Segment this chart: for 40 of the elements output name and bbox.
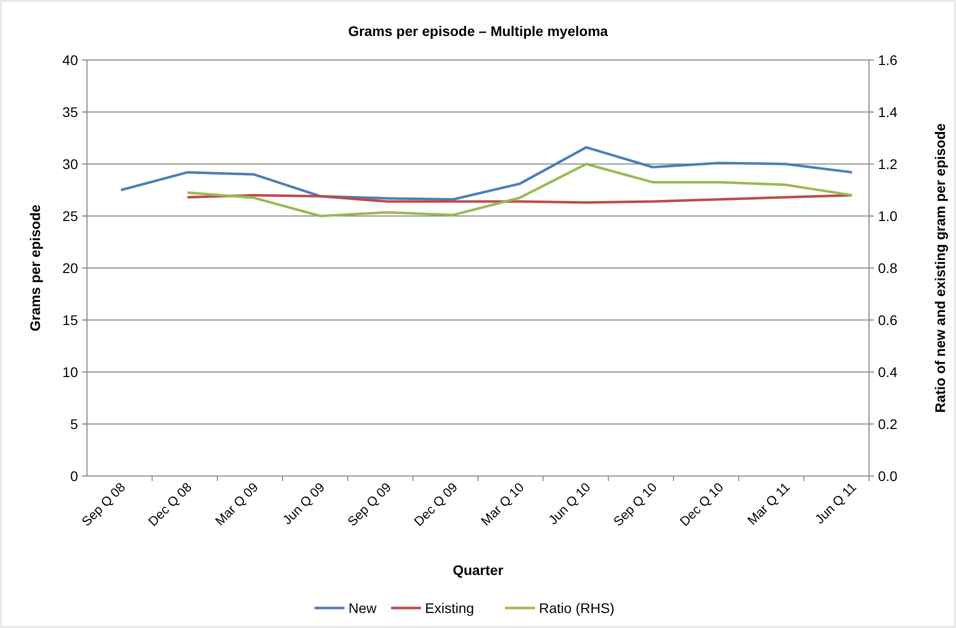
y-tick-label: 0 bbox=[70, 468, 78, 484]
legend-label: Ratio (RHS) bbox=[539, 600, 614, 616]
y-tick-label: 25 bbox=[62, 208, 78, 224]
line-series bbox=[120, 146, 854, 201]
legend-label: New bbox=[348, 600, 378, 616]
x-tick-label: Mar Q 11 bbox=[744, 480, 793, 528]
x-tick-label: Jun Q 10 bbox=[545, 480, 594, 528]
y2-tick-label: 1.4 bbox=[878, 104, 898, 120]
y2-tick-label: 0.2 bbox=[878, 416, 898, 432]
y2-tick-label: 0.0 bbox=[878, 468, 898, 484]
y-tick-label: 35 bbox=[62, 104, 78, 120]
line-series bbox=[186, 162, 854, 218]
chart-title: Grams per episode – Multiple myeloma bbox=[348, 23, 608, 39]
y-tick-label: 15 bbox=[62, 312, 78, 328]
y-tick-label: 30 bbox=[62, 156, 78, 172]
y-tick-label: 40 bbox=[62, 52, 78, 68]
y2-tick-label: 1.2 bbox=[878, 156, 898, 172]
x-tick-label: Mar Q 09 bbox=[212, 480, 262, 528]
x-tick-label: Dec Q 08 bbox=[145, 480, 195, 529]
y2-tick-label: 0.6 bbox=[878, 312, 898, 328]
y-tick-label: 10 bbox=[62, 364, 78, 380]
y2-tick-label: 1.6 bbox=[878, 52, 898, 68]
y-tick-label: 5 bbox=[70, 416, 78, 432]
line-series bbox=[186, 194, 854, 204]
y-axis-title: Grams per episode bbox=[27, 204, 43, 332]
y2-axis-title: Ratio of new and existing gram per episode bbox=[932, 123, 948, 413]
x-tick-label: Jun Q 11 bbox=[812, 480, 860, 527]
x-tick-label: Sep Q 10 bbox=[610, 480, 660, 529]
x-axis-title: Quarter bbox=[452, 562, 504, 578]
y2-tick-label: 0.8 bbox=[878, 260, 898, 276]
x-tick-label: Jun Q 09 bbox=[280, 480, 328, 528]
y2-tick-label: 0.4 bbox=[878, 364, 898, 380]
x-tick-label: Dec Q 09 bbox=[410, 480, 460, 529]
y2-tick-label: 1.0 bbox=[878, 208, 898, 224]
x-tick-label: Sep Q 08 bbox=[78, 480, 128, 529]
x-tick-label: Sep Q 09 bbox=[344, 480, 394, 529]
x-tick-label: Dec Q 10 bbox=[676, 480, 726, 529]
y-tick-label: 20 bbox=[62, 260, 78, 276]
x-tick-label: Mar Q 10 bbox=[478, 480, 527, 528]
legend-label: Existing bbox=[425, 600, 474, 616]
